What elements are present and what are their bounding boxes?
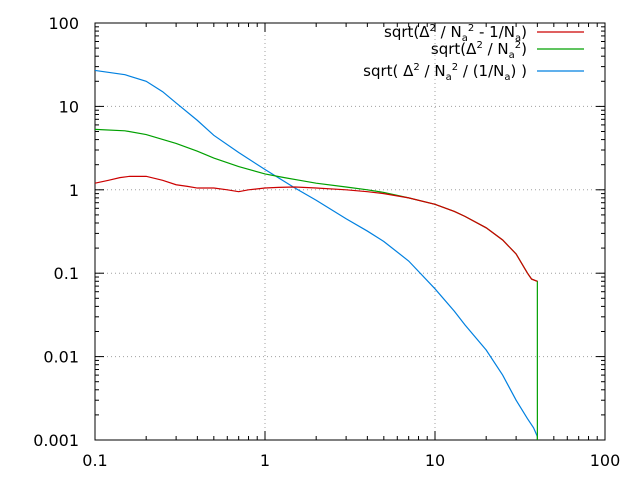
series-group (94, 69, 538, 441)
series-line-3 (94, 69, 538, 437)
x-tick-label: 10 (425, 451, 445, 470)
series-line-2 (94, 128, 538, 441)
plot-border (94, 22, 606, 441)
x-tick-label: 100 (590, 451, 621, 470)
legend-label-2: sqrt(Δ2 / Na2) (431, 40, 527, 61)
y-tick-label: 1 (69, 181, 79, 200)
series-line-1 (94, 175, 538, 282)
legend: sqrt(Δ2 / Na2 - 1/Na)sqrt(Δ2 / Na2)sqrt(… (363, 23, 584, 83)
y-tick-label: 100 (48, 14, 79, 33)
x-tick-label: 1 (260, 451, 270, 470)
y-tick-label: 0.1 (54, 264, 79, 283)
x-tick-label: 0.1 (82, 451, 107, 470)
ticks: 0.1 1 10 100 0.001 0.01 0.1 1 10 100 (33, 14, 620, 470)
plot-frame (94, 22, 606, 441)
legend-label-1: sqrt(Δ2 / Na2 - 1/Na) (384, 23, 527, 44)
y-tick-label: 10 (59, 97, 79, 116)
y-tick-label: 0.01 (43, 348, 79, 367)
grid (95, 23, 605, 440)
legend-label-3: sqrt( Δ2 / Na2 / (1/Na) ) (363, 62, 527, 83)
y-tick-label: 0.001 (33, 431, 79, 450)
